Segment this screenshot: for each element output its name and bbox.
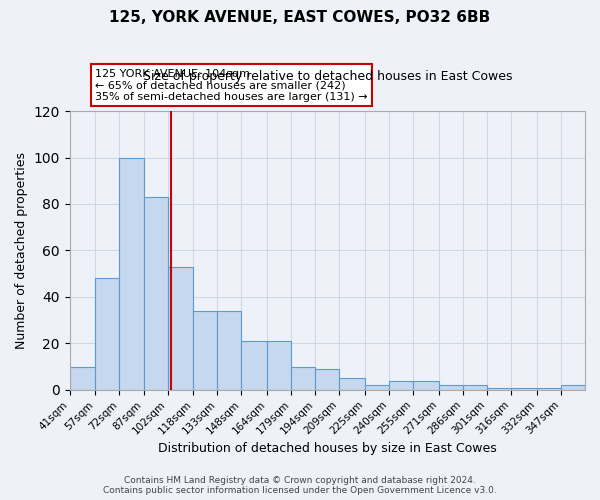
Bar (537, 388, 561, 390)
Text: Contains HM Land Registry data © Crown copyright and database right 2024.
Contai: Contains HM Land Registry data © Crown c… (103, 476, 497, 495)
Bar (70, 366, 95, 390)
Bar (267, 341, 291, 390)
Bar (511, 388, 537, 390)
Bar (167, 266, 193, 390)
Bar (95, 278, 119, 390)
Bar (439, 385, 463, 390)
Bar (217, 311, 241, 390)
Text: 125 YORK AVENUE: 104sqm
← 65% of detached houses are smaller (242)
35% of semi-d: 125 YORK AVENUE: 104sqm ← 65% of detache… (95, 68, 368, 102)
Bar (389, 380, 413, 390)
Bar (413, 380, 439, 390)
Bar (241, 341, 267, 390)
Bar (561, 385, 585, 390)
Bar (365, 385, 389, 390)
Bar (315, 369, 340, 390)
Bar (143, 197, 167, 390)
Y-axis label: Number of detached properties: Number of detached properties (15, 152, 28, 349)
X-axis label: Distribution of detached houses by size in East Cowes: Distribution of detached houses by size … (158, 442, 497, 455)
Bar (340, 378, 365, 390)
Title: Size of property relative to detached houses in East Cowes: Size of property relative to detached ho… (143, 70, 512, 84)
Bar (193, 311, 217, 390)
Bar (463, 385, 487, 390)
Bar (291, 366, 315, 390)
Text: 125, YORK AVENUE, EAST COWES, PO32 6BB: 125, YORK AVENUE, EAST COWES, PO32 6BB (109, 10, 491, 25)
Bar (119, 158, 143, 390)
Bar (487, 388, 511, 390)
